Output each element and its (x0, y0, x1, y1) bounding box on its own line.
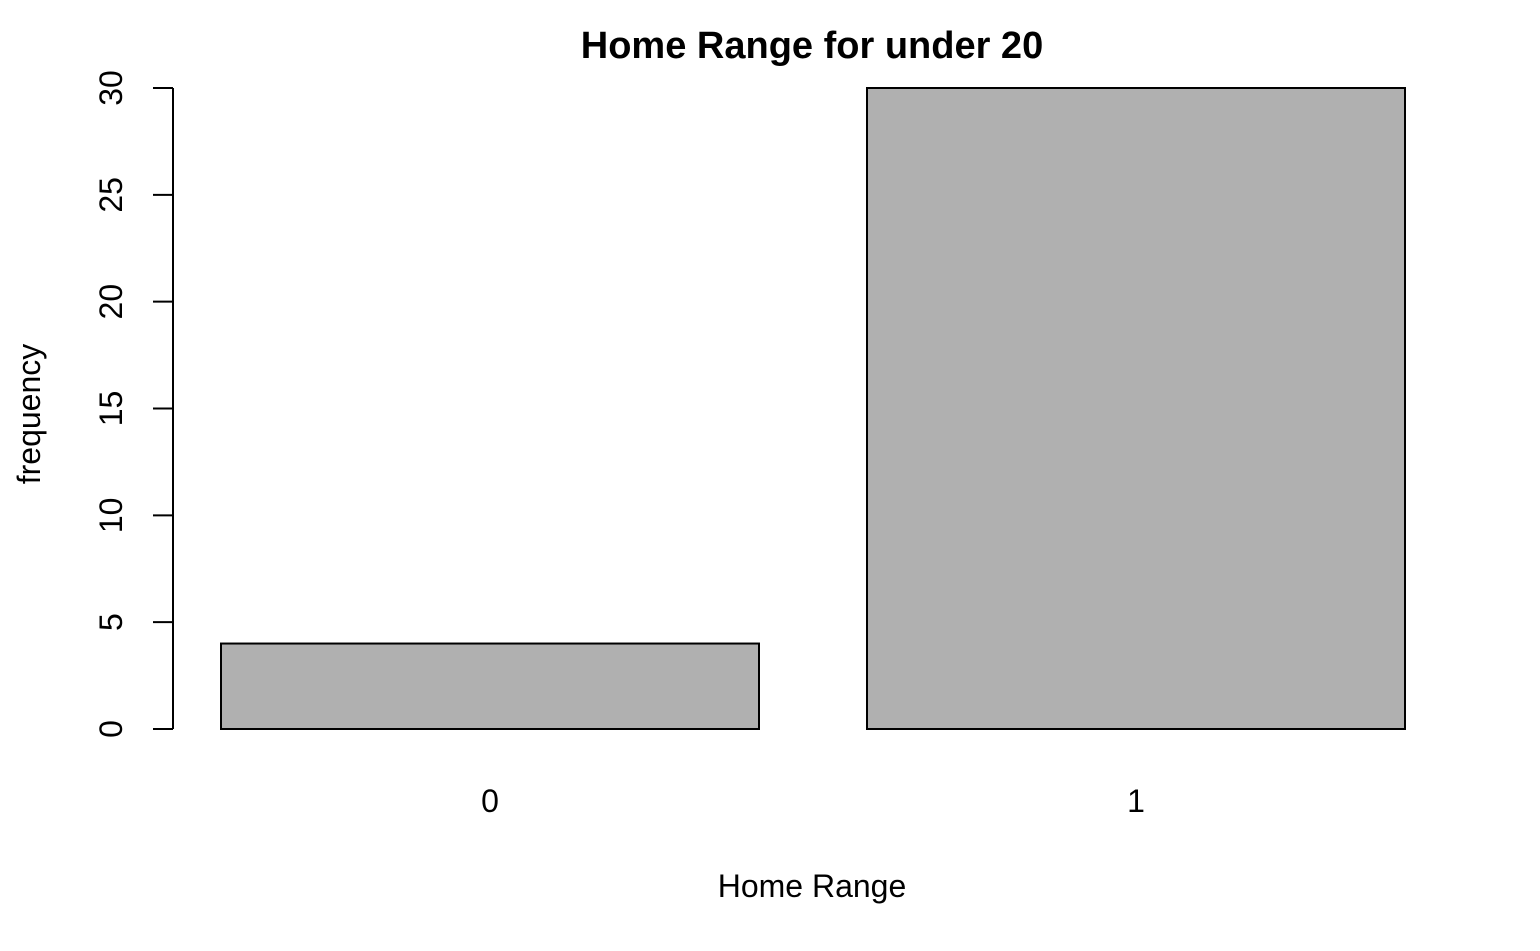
y-tick-label: 20 (93, 284, 129, 320)
y-tick-label: 15 (93, 391, 129, 427)
y-tick-label: 0 (93, 720, 129, 738)
bars (220, 87, 1406, 730)
y-tick-label: 5 (93, 613, 129, 631)
x-tick-label: 0 (481, 783, 499, 819)
bar-1 (866, 87, 1406, 730)
y-tick-label: 10 (93, 498, 129, 534)
x-tick-label: 1 (1127, 783, 1145, 819)
chart-title: Home Range for under 20 (581, 25, 1043, 67)
bar-0 (220, 642, 760, 730)
y-tick-label: 25 (93, 177, 129, 213)
y-axis: 0 5 10 15 20 25 30 (93, 70, 174, 738)
y-tick-label: 30 (93, 70, 129, 106)
x-axis-label: Home Range (718, 868, 907, 904)
y-axis-label: frequency (11, 344, 47, 485)
